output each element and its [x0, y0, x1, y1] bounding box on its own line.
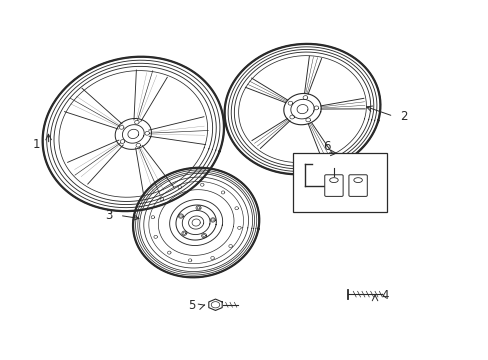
Text: 2: 2 [400, 110, 407, 123]
Text: 4: 4 [380, 289, 387, 302]
Text: 1: 1 [33, 138, 41, 151]
Text: 6: 6 [322, 140, 330, 153]
Text: 5: 5 [187, 299, 195, 312]
Polygon shape [133, 168, 259, 277]
Bar [292, 153, 386, 212]
Text: 3: 3 [105, 209, 113, 222]
FancyBboxPatch shape [348, 175, 366, 197]
Polygon shape [224, 44, 380, 174]
Polygon shape [42, 57, 224, 211]
FancyBboxPatch shape [324, 175, 343, 197]
